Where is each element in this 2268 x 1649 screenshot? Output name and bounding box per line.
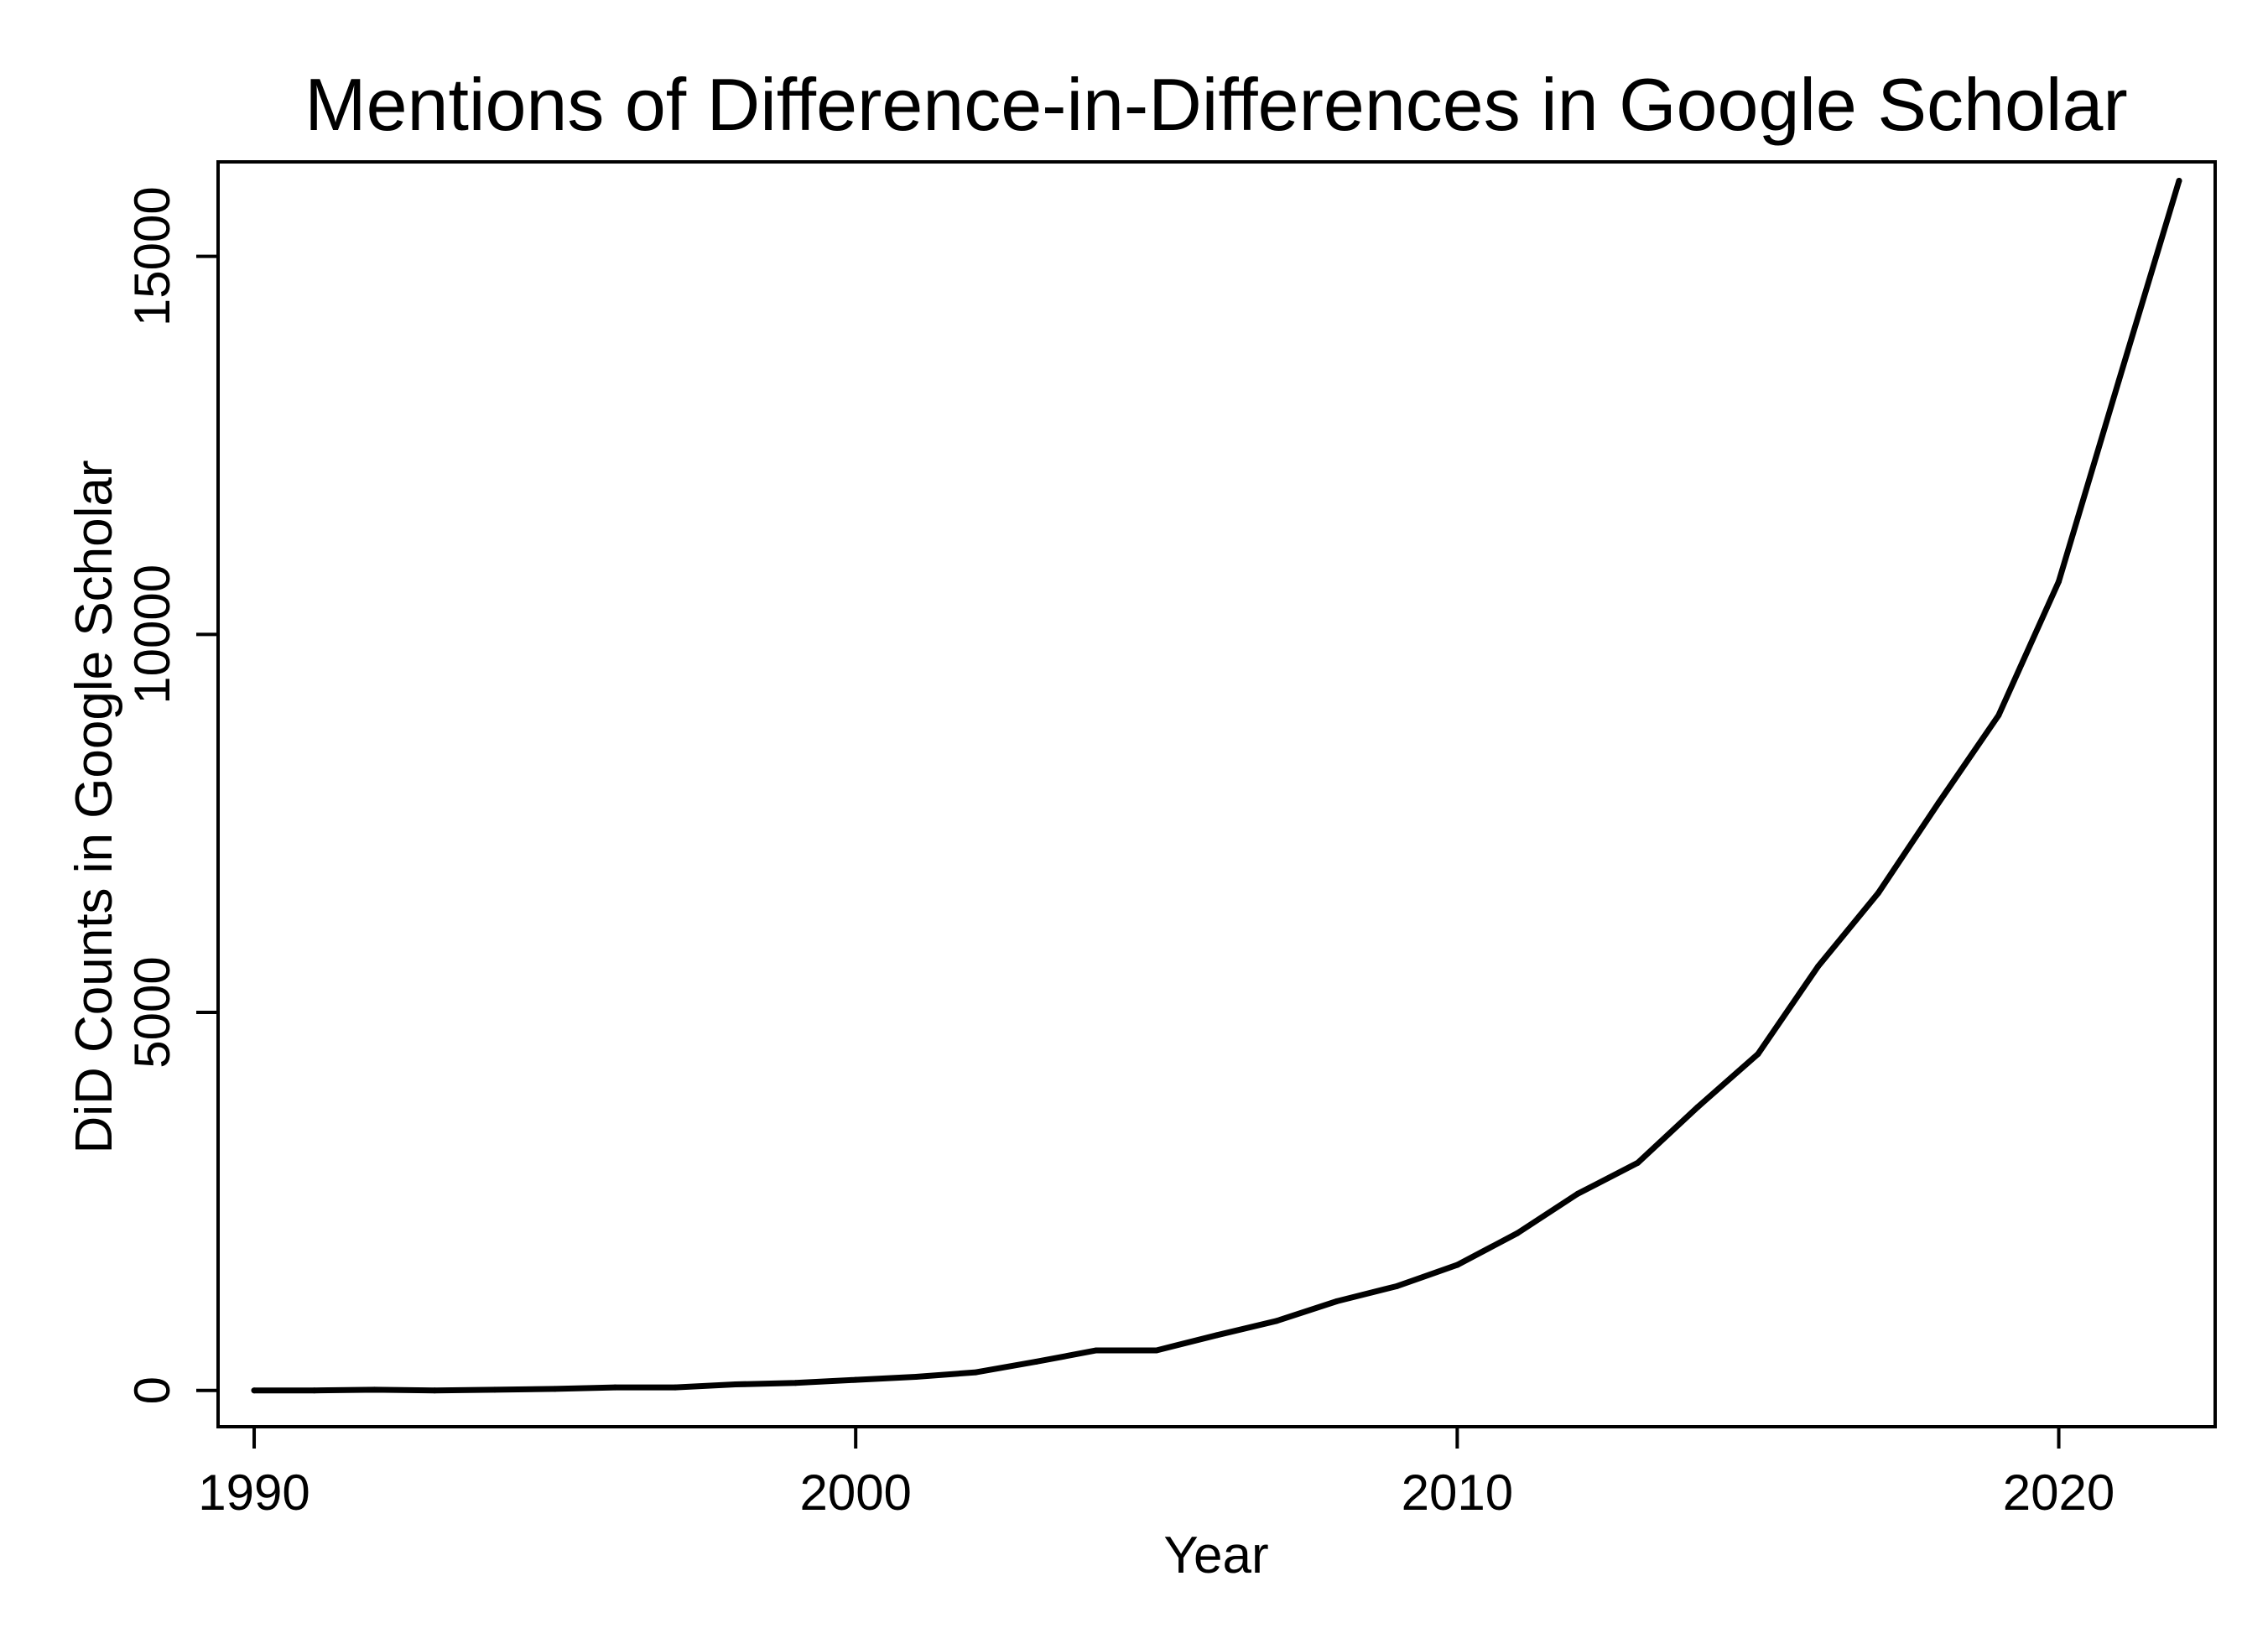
data-point <box>251 1387 257 1394</box>
data-point <box>732 1381 739 1388</box>
data-point <box>431 1387 438 1394</box>
y-axis-title: DiD Counts in Google Scholar <box>65 460 123 1153</box>
data-point <box>371 1386 377 1393</box>
data-point <box>1995 712 2002 719</box>
x-tick-label: 2020 <box>2003 1464 2115 1521</box>
x-tick-label: 1990 <box>198 1464 310 1521</box>
data-point <box>1514 1230 1521 1236</box>
y-tick-label: 5000 <box>124 956 180 1068</box>
data-point <box>913 1374 919 1381</box>
y-tick-label: 10000 <box>124 564 180 705</box>
data-point <box>1093 1347 1100 1354</box>
data-point <box>1694 1104 1701 1111</box>
x-tick-label: 2010 <box>1402 1464 1513 1521</box>
data-point <box>611 1384 618 1391</box>
data-point <box>1815 963 1822 970</box>
chart-title: Mentions of Difference-in-Differences in… <box>304 63 2127 146</box>
data-point <box>672 1384 679 1391</box>
data-point <box>2056 578 2063 585</box>
data-point <box>1635 1159 1641 1166</box>
data-point <box>1394 1282 1401 1289</box>
data-point <box>1153 1347 1160 1354</box>
data-point <box>1273 1318 1280 1324</box>
y-tick-label: 0 <box>124 1376 180 1404</box>
x-axis-title: Year <box>1163 1527 1268 1584</box>
data-point <box>1935 799 1942 806</box>
data-point <box>2176 178 2182 185</box>
y-axis-ticks: 0 5000 10000 15000 <box>124 186 218 1404</box>
data-point <box>792 1380 798 1386</box>
data-point <box>1755 1051 1761 1058</box>
plot-frame <box>216 160 2217 1428</box>
data-point <box>492 1386 498 1393</box>
data-point <box>1334 1298 1340 1304</box>
x-axis-ticks: 1990 2000 2010 2020 <box>198 1427 2115 1521</box>
data-point <box>311 1387 318 1394</box>
data-point <box>552 1386 559 1392</box>
data-point <box>2115 377 2122 383</box>
y-tick-label: 15000 <box>124 186 180 326</box>
x-tick-label: 2000 <box>799 1464 911 1521</box>
data-point <box>1033 1358 1039 1365</box>
data-point <box>1454 1261 1460 1268</box>
series-points <box>251 178 2182 1394</box>
data-point <box>973 1369 980 1376</box>
data-point <box>1214 1332 1220 1339</box>
data-point <box>1574 1190 1581 1197</box>
data-point <box>852 1376 859 1383</box>
data-point <box>1875 890 1881 897</box>
